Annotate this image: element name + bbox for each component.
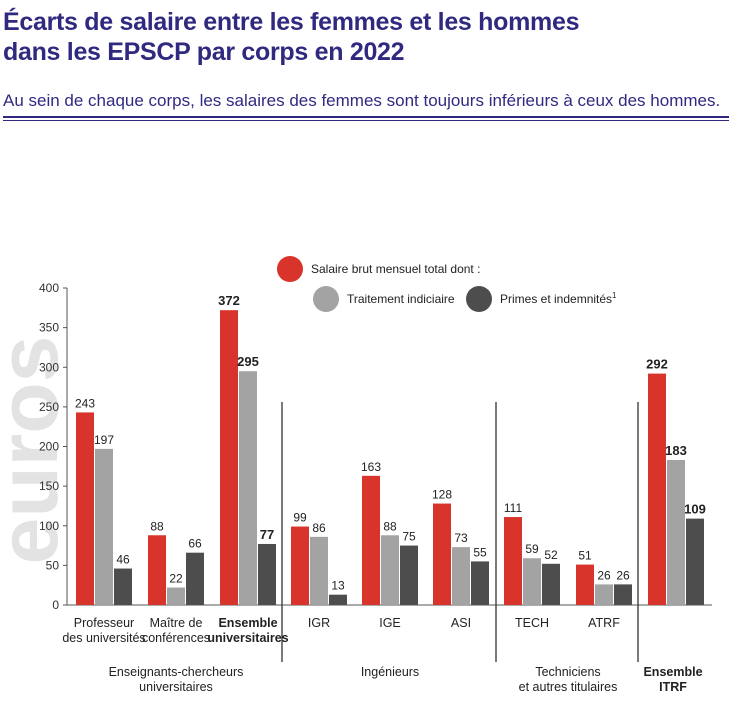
- category-label: ASI: [451, 616, 471, 630]
- chart-title: Écarts de salaire entre les femmes et le…: [3, 7, 580, 67]
- category-label: Professeur: [74, 616, 134, 630]
- bar-total: [648, 373, 666, 605]
- legend-label-traitement: Traitement indiciaire: [347, 292, 455, 306]
- bar-traitement: [167, 587, 185, 605]
- legend-label-primes: Primes et indemnités1: [500, 291, 617, 306]
- bar-primes: [471, 561, 489, 605]
- bar-primes: [614, 584, 632, 605]
- y-tick-label: 200: [39, 440, 59, 454]
- category-label: Ensemble: [218, 616, 277, 630]
- category-label: IGE: [379, 616, 401, 630]
- bar-primes: [258, 543, 276, 605]
- bar-primes: [542, 563, 560, 605]
- bar-value-label: 66: [188, 537, 202, 551]
- subtitle-underline: [3, 116, 729, 118]
- bar-primes: [686, 518, 704, 605]
- category-label: des universités: [62, 631, 145, 645]
- y-tick-label: 250: [39, 400, 59, 414]
- group-label: Ingénieurs: [361, 665, 419, 679]
- bar-traitement: [595, 584, 613, 605]
- group-label: Enseignants-chercheurs: [109, 665, 244, 679]
- bar-value-label: 46: [116, 553, 130, 567]
- y-tick-label: 400: [39, 281, 59, 295]
- bar-value-label: 59: [525, 542, 539, 556]
- legend-marker-primes: [466, 286, 492, 312]
- chart-subtitle: Au sein de chaque corps, les salaires de…: [3, 91, 721, 110]
- bar-total: [576, 564, 594, 605]
- bar-value-label: 55: [473, 545, 487, 559]
- category-label: Maître de: [150, 616, 203, 630]
- bar-value-label: 26: [616, 568, 630, 582]
- y-tick-label: 50: [46, 558, 60, 572]
- bar-value-label: 183: [665, 443, 687, 458]
- bar-traitement: [523, 558, 541, 605]
- y-tick-label: 350: [39, 321, 59, 335]
- bar-value-label: 99: [293, 511, 307, 525]
- category-label: ATRF: [588, 616, 620, 630]
- bar-primes: [186, 552, 204, 605]
- group-label: Ensemble: [643, 665, 702, 679]
- group-label: ITRF: [659, 680, 687, 694]
- legend-marker-total: [277, 256, 303, 282]
- chart-title-line1: Écarts de salaire entre les femmes et le…: [3, 8, 580, 36]
- bar-value-label: 111: [504, 501, 523, 515]
- bar-value-label: 88: [150, 519, 164, 533]
- bar-total: [504, 517, 522, 605]
- bar-traitement: [381, 535, 399, 605]
- bar-traitement: [95, 448, 113, 605]
- chart-title-line2: dans les EPSCP par corps en 2022: [3, 38, 405, 66]
- bar-value-label: 292: [646, 357, 668, 372]
- bar-value-label: 22: [169, 572, 183, 586]
- bar-total: [433, 503, 451, 605]
- bar-traitement: [667, 459, 685, 605]
- category-label: IGR: [308, 616, 330, 630]
- bar-value-label: 372: [218, 293, 240, 308]
- bar-value-label: 86: [312, 521, 326, 535]
- bar-primes: [329, 594, 347, 605]
- legend-label-total: Salaire brut mensuel total dont :: [311, 262, 480, 276]
- group-label: universitaires: [139, 680, 213, 694]
- bar-value-label: 52: [544, 548, 558, 562]
- y-tick-label: 0: [52, 598, 59, 612]
- bar-value-label: 88: [383, 519, 397, 533]
- bar-value-label: 197: [94, 433, 114, 447]
- y-tick-label: 100: [39, 519, 59, 533]
- y-tick-label: 300: [39, 360, 59, 374]
- bar-value-label: 75: [402, 530, 416, 544]
- bar-value-label: 243: [75, 396, 95, 410]
- bar-traitement: [239, 371, 257, 605]
- category-label: conférences: [142, 631, 210, 645]
- bar-primes: [114, 568, 132, 605]
- bar-value-label: 51: [578, 549, 592, 563]
- bar-value-label: 73: [454, 531, 468, 545]
- legend-footnote-marker: 1: [612, 291, 617, 300]
- bar-traitement: [452, 547, 470, 605]
- bar-total: [220, 310, 238, 605]
- group-label: et autres titulaires: [519, 680, 618, 694]
- bar-total: [291, 526, 309, 605]
- y-axis-label-watermark: euros: [0, 336, 75, 565]
- bar-value-label: 77: [260, 527, 274, 542]
- legend-marker-traitement: [313, 286, 339, 312]
- bar-value-label: 163: [361, 460, 381, 474]
- bar-value-label: 13: [331, 579, 345, 593]
- y-tick-label: 150: [39, 479, 59, 493]
- bar-value-label: 295: [237, 354, 259, 369]
- group-label: Techniciens: [535, 665, 600, 679]
- bar-total: [76, 412, 94, 605]
- bar-total: [148, 535, 166, 605]
- bar-value-label: 26: [597, 568, 611, 582]
- category-label: TECH: [515, 616, 549, 630]
- bar-value-label: 128: [432, 488, 452, 502]
- subtitle-underline-thin: [3, 120, 729, 121]
- bar-primes: [400, 545, 418, 605]
- bar-value-label: 109: [684, 502, 706, 517]
- bar-total: [362, 475, 380, 605]
- bar-traitement: [310, 536, 328, 605]
- category-label: universitaires: [207, 631, 288, 645]
